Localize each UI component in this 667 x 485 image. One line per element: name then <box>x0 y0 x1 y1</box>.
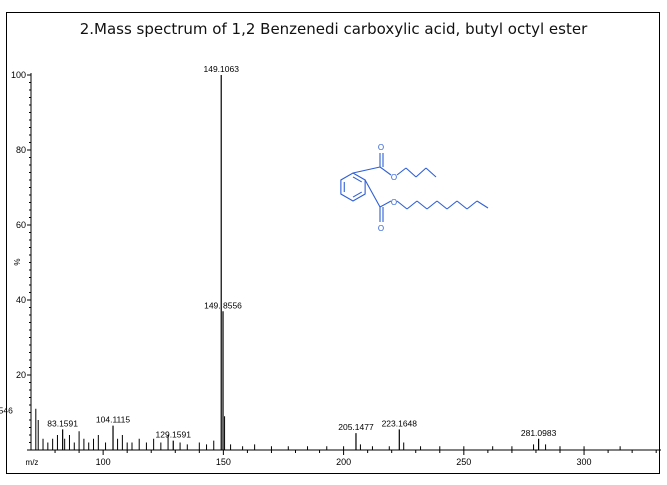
peak-label: 149.1063 <box>203 64 239 74</box>
peak-label: 205.1477 <box>338 422 374 432</box>
oxygen-atom-label: O <box>378 224 384 233</box>
bond <box>415 167 427 178</box>
bond <box>446 200 458 210</box>
y-axis-label: % <box>13 258 22 265</box>
peak-label: 281.0983 <box>521 428 557 438</box>
peak-label: 223.1648 <box>382 418 418 428</box>
aromatic-bond <box>352 176 363 183</box>
x-tick-label: 200 <box>336 457 351 467</box>
bond <box>364 179 381 208</box>
axes: 20 40 60 80 100% 100 150 200 250 300 m/z <box>11 70 661 467</box>
peak-bars <box>35 75 621 450</box>
y-tick-label: 40 <box>16 295 26 305</box>
bond <box>425 167 437 178</box>
x-tick-label: 250 <box>456 457 471 467</box>
bond <box>456 200 468 210</box>
oxygen-atom-label: O <box>391 173 397 182</box>
bond <box>416 200 428 210</box>
bond <box>476 200 489 209</box>
bond <box>352 166 381 174</box>
bond <box>426 200 438 210</box>
bond <box>405 167 417 178</box>
y-tick-label: 80 <box>16 145 26 155</box>
oxygen-atom-label: O <box>391 198 397 207</box>
bond <box>396 167 407 176</box>
y-tick-label: 100 <box>11 70 26 80</box>
peak-labels: 56.0546 83.1591 104.1115 129.1591 149.1063 14… <box>0 64 557 440</box>
bond <box>436 200 448 210</box>
peak-label: 129.1591 <box>156 430 192 440</box>
peak-label: 83.1591 <box>47 418 78 428</box>
peak-label: 104.1115 <box>96 415 130 425</box>
chart-title: 2.Mass spectrum of 1,2 Benzenedi carboxy… <box>79 20 588 38</box>
molecular-structure: O O O O <box>340 143 489 233</box>
bond <box>379 200 392 208</box>
bond <box>379 166 392 176</box>
aromatic-bond <box>352 191 363 198</box>
peak-label: 149. 8556 <box>204 300 242 310</box>
bond <box>396 200 408 210</box>
bond <box>466 200 478 210</box>
x-tick-label: 150 <box>216 457 231 467</box>
oxygen-atom-label: O <box>378 143 384 152</box>
x-axis-label: m/z <box>26 458 39 467</box>
y-tick-label: 20 <box>16 370 26 380</box>
peak-label: 56.0546 <box>0 405 13 415</box>
chart-frame <box>6 12 660 474</box>
x-tick-label: 100 <box>96 457 111 467</box>
y-tick-label: 60 <box>16 220 26 230</box>
bond <box>406 200 418 210</box>
x-tick-label: 300 <box>577 457 592 467</box>
